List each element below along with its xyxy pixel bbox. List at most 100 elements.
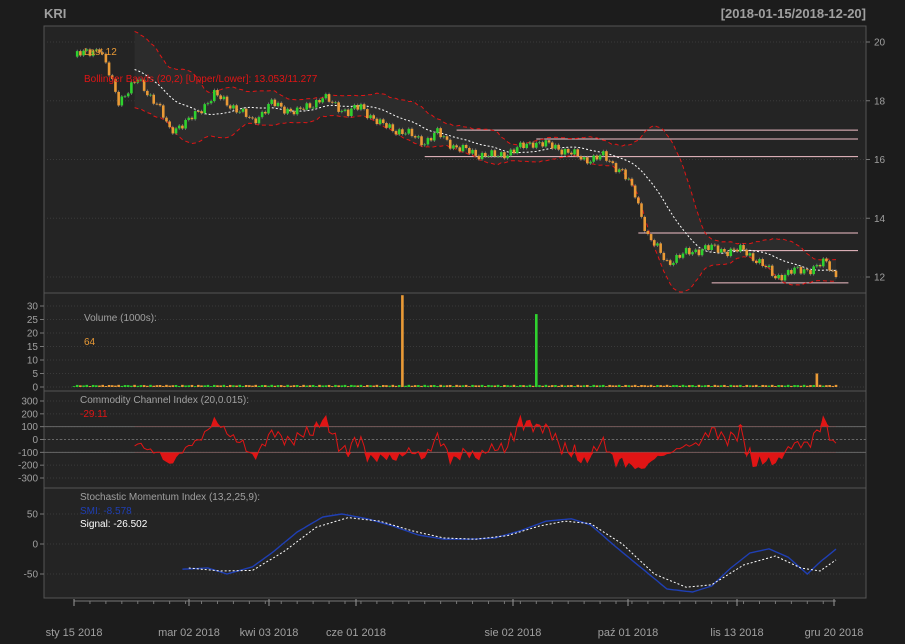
volume-bar [566,385,570,387]
volume-bar [289,385,293,387]
volume-bar [617,384,621,387]
x-tick-label: sty 15 2018 [46,627,103,639]
volume-bar [190,384,194,387]
candle-body [110,75,114,79]
volume-bar [219,385,222,387]
volume-bar [522,385,525,387]
volume-bar [184,385,187,387]
candle-body [295,107,299,115]
candle-body [324,94,328,99]
candle-body [601,151,605,156]
candle-body [652,240,656,246]
candle-body [177,125,181,129]
candle-body [276,102,280,107]
volume-bar [101,384,104,387]
volume-bar [477,385,481,387]
volume-bar [767,385,771,387]
candle-body [547,140,551,143]
volume-bar [468,386,471,387]
candle-body [378,119,382,125]
volume-bar [729,384,733,387]
candle-body [212,90,216,102]
volume-bar [525,385,529,387]
volume-bar [812,385,815,387]
candle-body [267,103,270,114]
volume-bar [659,385,662,387]
volume-bar [739,384,742,387]
y-tick-label: 30 [27,302,39,313]
volume-bar [136,385,140,387]
candle-body [637,197,640,204]
candle-body [767,265,771,268]
y-tick-label: 14 [874,214,886,225]
candle-body [292,111,296,115]
candle-body [633,185,637,198]
cci-line [134,414,837,470]
candle-body [681,253,685,258]
signal-value-label: Signal: -26.502 [80,519,148,530]
y-tick-label: 12 [874,273,886,284]
y-tick-label: 300 [21,397,38,408]
candle-body [726,251,729,257]
candle-body [353,105,356,109]
candle-body [586,157,589,164]
volume-bar [91,384,95,387]
volume-bar [197,384,200,387]
volume-bar [305,385,309,387]
price-grid [44,41,866,278]
volume-bar [611,385,615,387]
volume-bar [528,384,532,387]
volume-bar [802,384,806,387]
volume-bar [385,385,388,387]
volume-bar [716,385,720,387]
candle-body [589,161,592,164]
volume-bar [589,386,592,387]
candle-body [675,255,678,263]
volume-bar [758,386,761,387]
candle-body [340,110,344,112]
candle-body [429,138,433,141]
candles [75,47,838,282]
volume-bar [633,384,637,387]
candle-body [152,94,156,104]
x-tick-label: mar 02 2018 [158,627,220,639]
volume-bar [337,385,340,387]
y-tick-label: 20 [874,38,886,49]
candle-body [560,149,564,155]
candle-body [535,142,538,148]
candle-body [260,111,264,118]
volume-bar [681,384,685,387]
candle-body [270,99,273,104]
y-tick-label: 18 [874,96,886,107]
candle-body [483,152,487,157]
volume-bar [168,385,171,387]
volume-bar [649,384,653,387]
volume-bar [806,385,809,387]
candle-body [168,121,171,128]
candle-body [85,49,89,51]
volume-bar [786,384,790,387]
candle-body [541,142,544,147]
volume-bar [203,385,207,387]
candle-body [209,101,213,104]
candle-body [668,260,672,265]
volume-bar [311,384,315,387]
candle-body [302,108,305,110]
candle-body [834,270,838,277]
candle-body [305,103,309,110]
candle-body [397,129,401,135]
candle-body [436,128,439,133]
x-tick-label: cze 01 2018 [326,627,386,639]
volume-bar [821,385,825,387]
candle-body [786,270,790,275]
candle-body [452,145,455,149]
y-tick-label: 200 [21,409,38,420]
volume-bar [605,386,608,387]
volume-bar [413,385,417,387]
candle-body [713,244,717,246]
candle-body [700,249,704,256]
volume-bar [697,384,701,387]
smi-line [182,513,837,593]
candle-body [531,142,535,148]
candle-body [318,100,321,103]
